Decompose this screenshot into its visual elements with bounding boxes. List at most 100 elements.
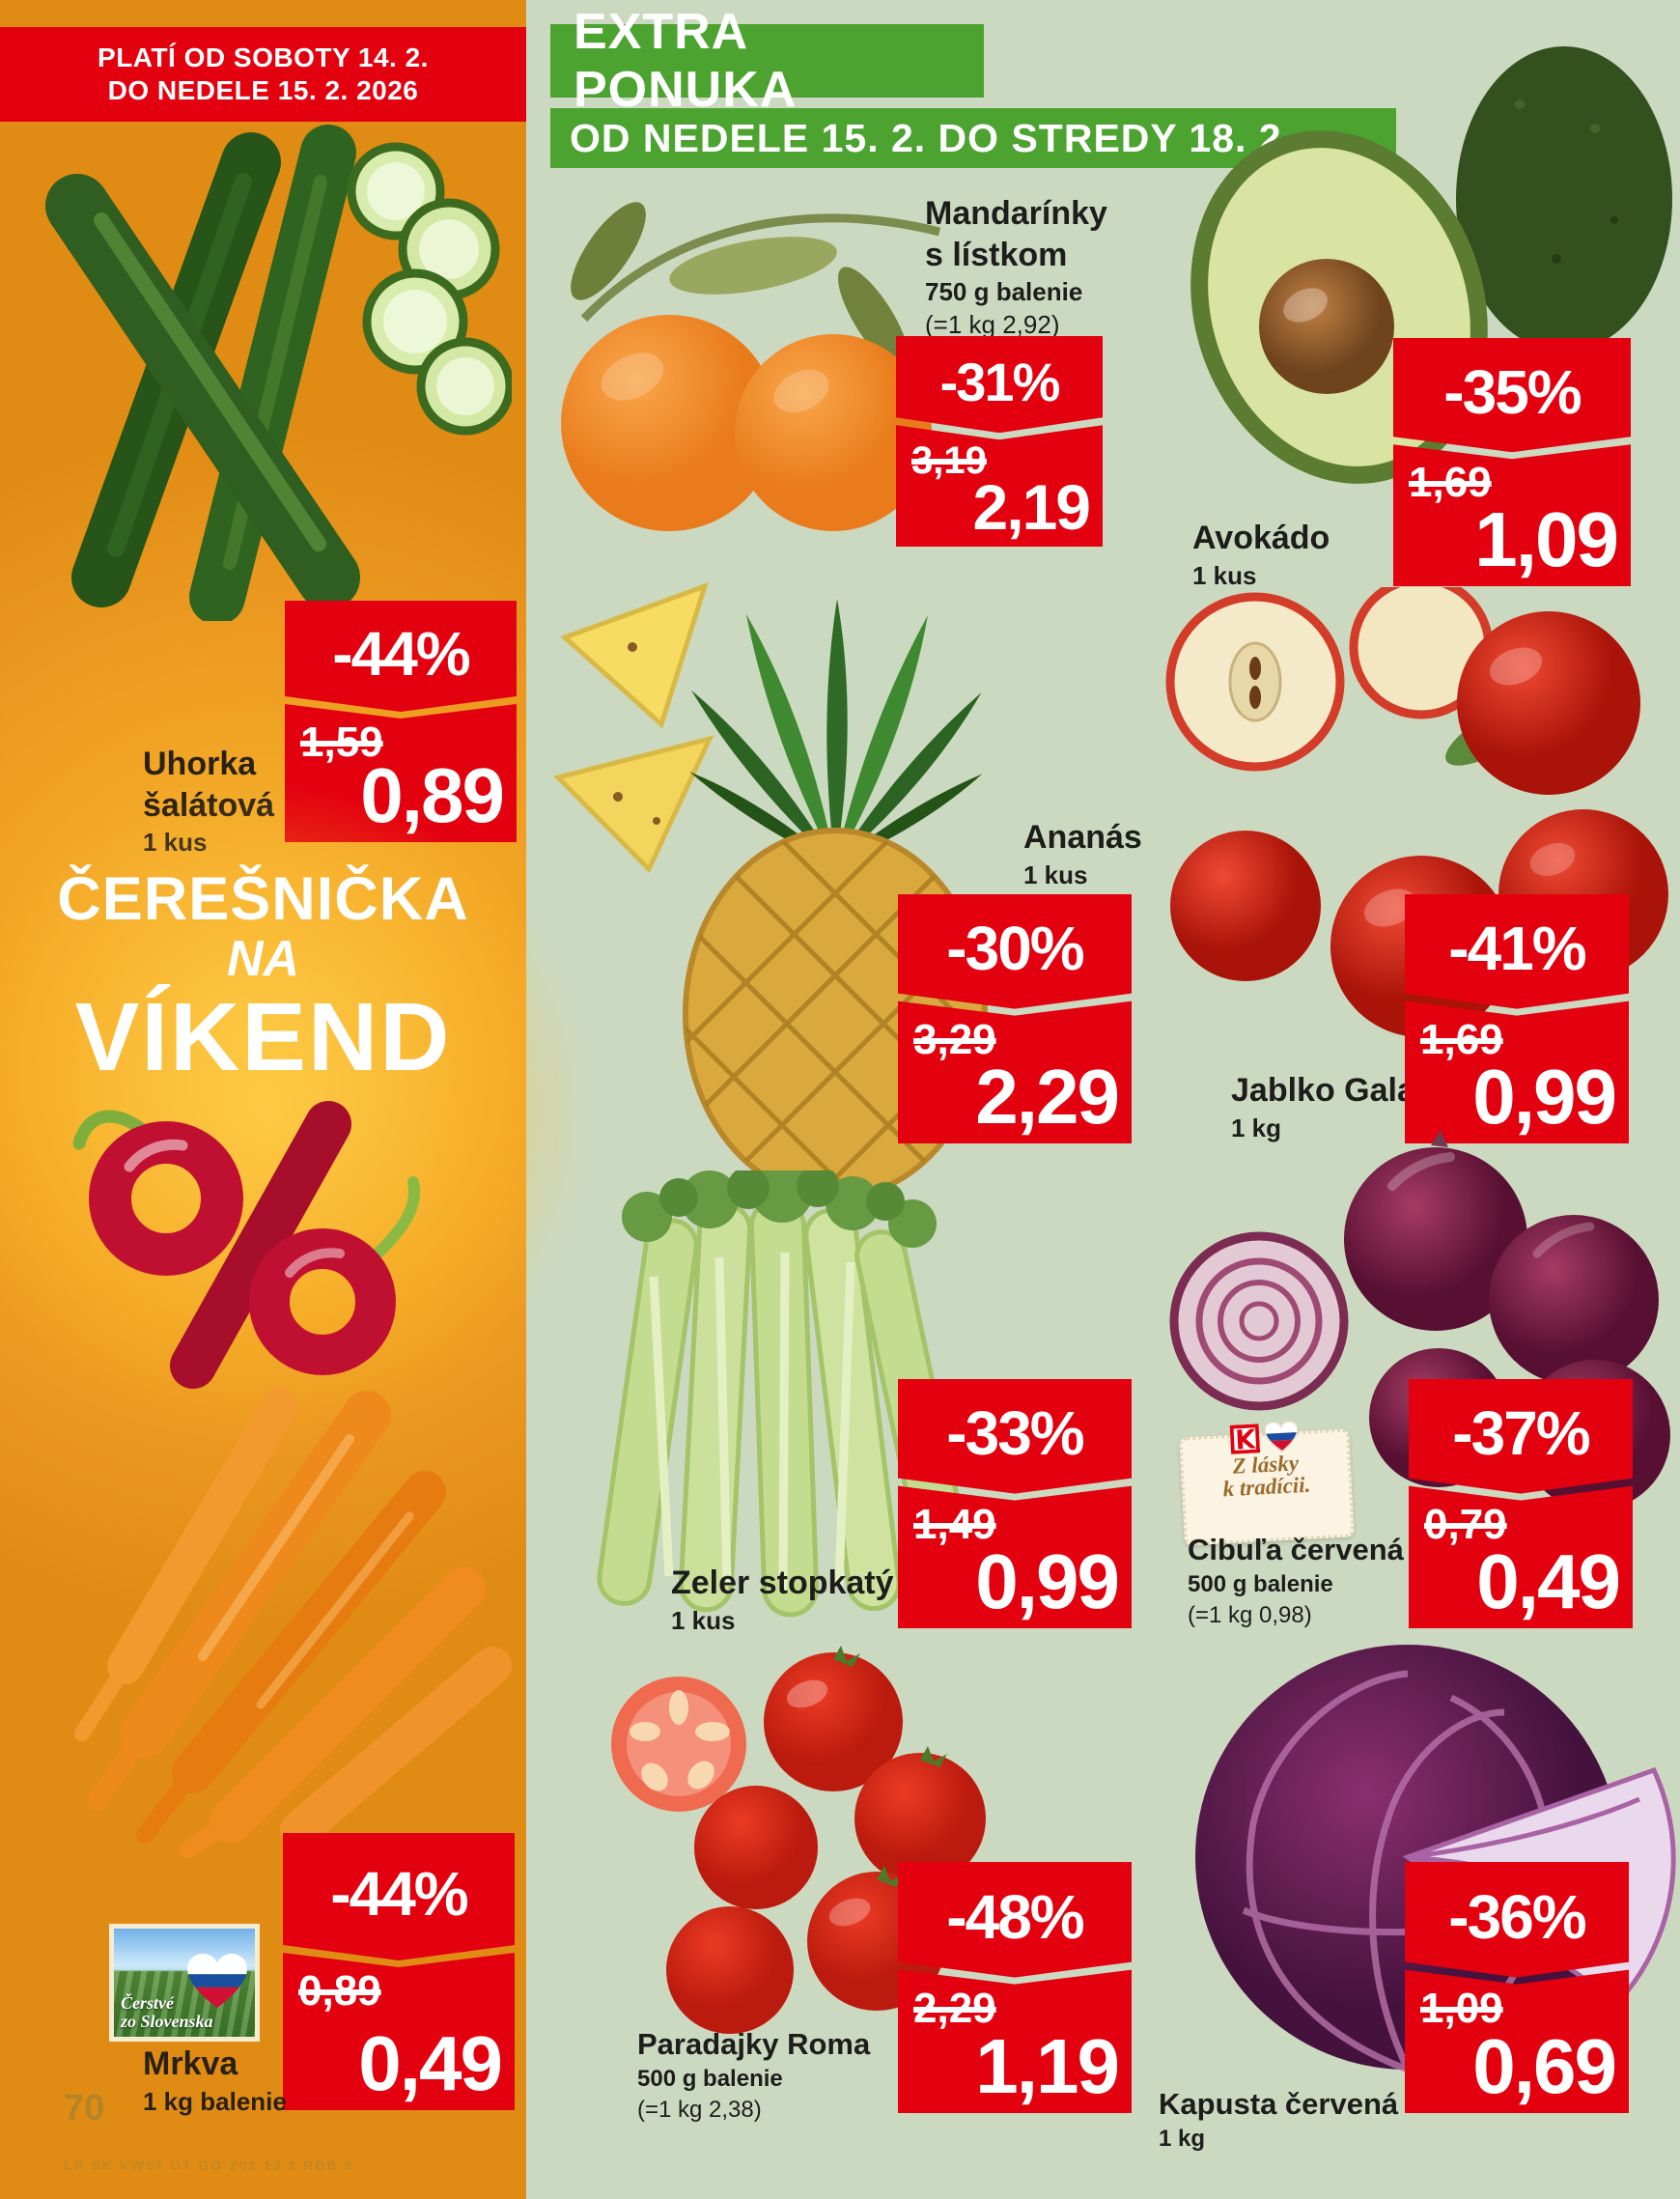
product-unit: 1 kg	[1159, 2125, 1206, 2152]
product-unit-price: (=1 kg 2,92)	[925, 310, 1060, 340]
kaufland-k-icon	[1229, 1424, 1261, 1454]
old-price: 0,89	[298, 1967, 381, 2016]
ananas-label: Ananás 1 kus	[1023, 817, 1142, 892]
old-price: 3,19	[911, 439, 987, 483]
price-area: 3,29 2,29	[898, 1001, 1132, 1143]
product-name: Paradajky Roma	[637, 2027, 871, 2061]
discount-badge: -41%	[1405, 894, 1629, 1009]
zeler-price-tag: -33% 1,49 0,99	[898, 1379, 1132, 1628]
discount-badge: -44%	[285, 601, 517, 712]
cucumber-slices	[347, 142, 512, 436]
cibula-label: Cibuľa červená 500 g balenie (=1 kg 0,98…	[1188, 1532, 1404, 1630]
old-price: 0,79	[1424, 1500, 1507, 1548]
mrkva-price-tag: -44% 0,89 0,49	[283, 1833, 515, 2110]
product-name: Kapusta červená	[1159, 2087, 1399, 2121]
slovak-heart-icon	[187, 1954, 247, 2009]
stamp-line-2: k tradícii.	[1222, 1473, 1311, 1502]
cucumbers-photo	[45, 125, 512, 621]
new-price: 0,99	[975, 1538, 1120, 1624]
slovakia-fresh-badge: Čerstvé zo Slovenska	[109, 1924, 260, 2042]
headline-line-1: ČEREŠNIČKA	[57, 865, 469, 933]
product-name-2: s lístkom	[925, 236, 1068, 273]
kapusta-price-tag: -36% 1,09 0,69	[1405, 1862, 1629, 2113]
price-area: 0,79 0,49	[1409, 1485, 1633, 1628]
paradajky-price-tag: -48% 2,29 1,19	[898, 1862, 1132, 2113]
product-name: Avokádo	[1192, 520, 1330, 556]
price-area: 0,89 0,49	[283, 1953, 515, 2110]
stamp-icons	[1229, 1421, 1300, 1455]
discount-badge: -33%	[898, 1379, 1132, 1494]
discount-badge: -35%	[1393, 338, 1631, 452]
product-name: Jablko Gala	[1231, 1072, 1415, 1109]
product-unit-price: (=1 kg 2,38)	[637, 2097, 762, 2124]
paradajky-photo	[611, 1646, 986, 2034]
extra-offer-title: EXTRA PONUKA	[550, 4, 984, 118]
product-name: Cibuľa červená	[1188, 1533, 1404, 1566]
paradajky-label: Paradajky Roma 500 g balenie (=1 kg 2,38…	[637, 2026, 870, 2125]
old-price: 2,29	[913, 1984, 996, 2032]
headline-line-3: VÍKEND	[74, 982, 452, 1091]
price-area: 1,09 0,69	[1405, 1969, 1629, 2113]
slovakia-badge-line-1: Čerstvé	[121, 1993, 174, 2013]
kapusta-label: Kapusta červená 1 kg	[1159, 2086, 1398, 2155]
tradition-stamp: Z lásky k tradícii.	[1179, 1421, 1355, 1546]
zeler-label: Zeler stopkatý 1 kus	[671, 1563, 894, 1638]
discount-badge: -31%	[896, 336, 1103, 433]
product-unit: 500 g balenie	[1188, 1570, 1333, 1597]
page-number: 70	[64, 2088, 105, 2129]
product-name: Ananás	[1023, 819, 1142, 856]
slovak-heart-icon	[1264, 1421, 1300, 1452]
ananas-price-tag: -30% 3,29 2,29	[898, 894, 1132, 1143]
product-unit: 1 kus	[1192, 560, 1257, 590]
mandarinky-price-tag: -31% 3,19 2,19	[896, 336, 1103, 547]
carrots-photo	[74, 1387, 512, 1858]
new-price: 0,49	[1476, 1538, 1621, 1624]
old-price: 1,49	[913, 1500, 996, 1548]
old-price: 3,29	[913, 1015, 996, 1063]
discount-badge: -30%	[898, 894, 1132, 1009]
validity-line-2: DO NEDELE 15. 2. 2026	[107, 75, 419, 105]
new-price: 1,09	[1474, 496, 1619, 582]
cibula-price-tag: -37% 0,79 0,49	[1409, 1379, 1633, 1628]
discount-badge: -48%	[898, 1862, 1132, 1978]
slovakia-badge-line-2: zo Slovenska	[121, 2012, 213, 2031]
product-unit: 1 kus	[671, 1605, 736, 1635]
old-price: 1,69	[1409, 459, 1492, 507]
jablko-photo	[1165, 587, 1668, 1037]
new-price: 0,49	[358, 2020, 503, 2106]
mandarinky-photo	[561, 202, 941, 531]
headline-line-2: NA	[226, 931, 300, 988]
price-area: 1,49 0,99	[898, 1485, 1132, 1628]
product-unit-price: (=1 kg 0,98)	[1188, 1602, 1312, 1629]
print-code: LR SK KW07 UT GO-201 13 1 RBB 9	[64, 2157, 354, 2173]
old-price: 1,09	[1420, 1984, 1503, 2032]
product-unit: 1 kg balenie	[143, 2086, 287, 2116]
product-unit: 1 kus	[1023, 860, 1088, 889]
product-name: Zeler stopkatý	[671, 1565, 894, 1601]
discount-badge: -44%	[283, 1833, 515, 1960]
old-price: 1,69	[1420, 1015, 1503, 1063]
jablko-price-tag: -41% 1,69 0,99	[1405, 894, 1629, 1143]
old-price: 1,59	[300, 719, 383, 766]
jablko-label: Jablko Gala 1 kg	[1231, 1070, 1415, 1145]
product-unit: 1 kg	[1231, 1113, 1282, 1142]
ananas-photo	[553, 581, 988, 1200]
discount-badge: -37%	[1409, 1379, 1633, 1494]
validity-line-1: PLATÍ OD SOBOTY 14. 2.	[98, 42, 429, 72]
discount-badge: -36%	[1405, 1862, 1629, 1978]
price-area: 1,69 0,99	[1405, 1001, 1629, 1143]
price-area: 2,29 1,19	[898, 1969, 1132, 2113]
new-price: 2,19	[972, 471, 1091, 543]
avokado-price-tag: -35% 1,69 1,09	[1393, 338, 1631, 586]
price-area: 1,69 1,09	[1393, 444, 1631, 586]
mandarinky-label: Mandarínky s lístkom 750 g balenie (=1 k…	[925, 193, 1107, 342]
mrkva-label: Mrkva 1 kg balenie	[143, 2044, 287, 2119]
validity-banner: PLATÍ OD SOBOTY 14. 2. DO NEDELE 15. 2. …	[0, 27, 526, 122]
new-price: 1,19	[975, 2023, 1120, 2109]
campaign-headline: ČEREŠNIČKA NA VÍKEND	[0, 867, 526, 1085]
product-name: Mandarínky	[925, 195, 1107, 232]
new-price: 0,99	[1472, 1054, 1617, 1140]
product-unit: 750 g balenie	[925, 277, 1083, 306]
product-unit: 500 g balenie	[637, 2065, 783, 2092]
